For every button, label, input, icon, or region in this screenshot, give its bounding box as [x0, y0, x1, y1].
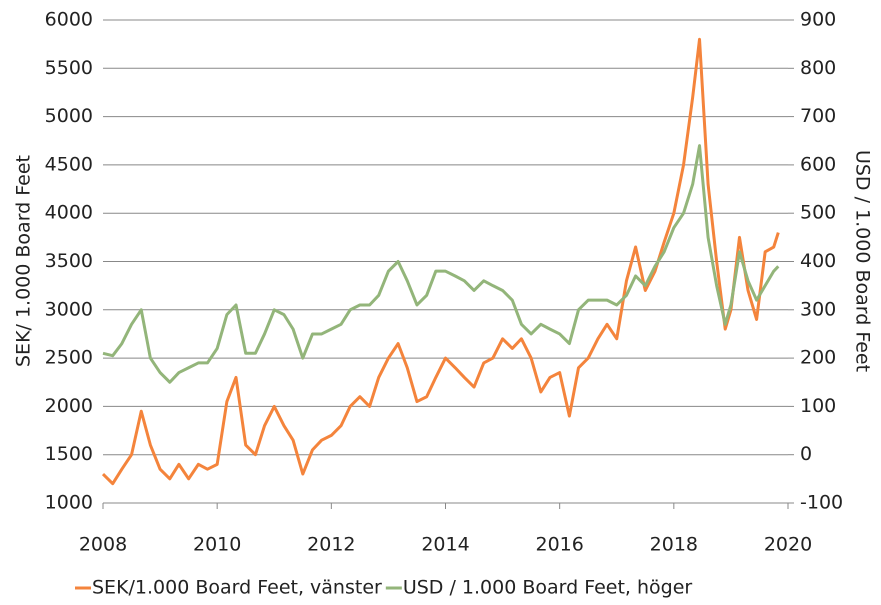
legend-label: USD / 1.000 Board Feet, höger: [403, 577, 693, 599]
x-tick-label: 2020: [764, 534, 812, 556]
y-tick-label: 2500: [45, 347, 93, 369]
y-tick-label: 6000: [45, 9, 93, 31]
x-tick-label: 2014: [421, 534, 469, 556]
y-tick-label: 5000: [45, 105, 93, 127]
y-tick-label: 4500: [45, 153, 93, 175]
y2-tick-label: -100: [800, 492, 843, 514]
y2-tick-label: 0: [800, 443, 812, 465]
y-tick-label: 2000: [45, 395, 93, 417]
y-tick-label: 3500: [45, 250, 93, 272]
y2-axis-label: USD / 1.000 Board Feet: [852, 150, 874, 372]
y2-tick-label: 900: [800, 9, 836, 31]
y2-tick-label: 400: [800, 250, 836, 272]
x-tick-label: 2012: [307, 534, 355, 556]
y2-tick-label: 600: [800, 153, 836, 175]
y2-tick-label: 700: [800, 105, 836, 127]
y2-tick-label: 500: [800, 202, 836, 224]
x-tick-label: 2010: [193, 534, 241, 556]
x-tick-label: 2018: [650, 534, 698, 556]
x-tick-label: 2008: [79, 534, 127, 556]
y-axis-label: SEK/ 1.000 Board Feet: [13, 155, 35, 367]
series-line: [101, 37, 780, 486]
y2-tick-label: 300: [800, 298, 836, 320]
y-tick-label: 1000: [45, 492, 93, 514]
y2-tick-label: 100: [800, 395, 836, 417]
y2-tick-label: 200: [800, 347, 836, 369]
series-line: [102, 144, 780, 384]
y-tick-label: 5500: [45, 57, 93, 79]
x-tick-label: 2016: [535, 534, 583, 556]
legend-label: SEK/1.000 Board Feet, vänster: [92, 577, 382, 599]
y-tick-label: 4000: [45, 202, 93, 224]
y-tick-label: 3000: [45, 298, 93, 320]
y-tick-label: 1500: [45, 443, 93, 465]
y2-tick-label: 800: [800, 57, 836, 79]
